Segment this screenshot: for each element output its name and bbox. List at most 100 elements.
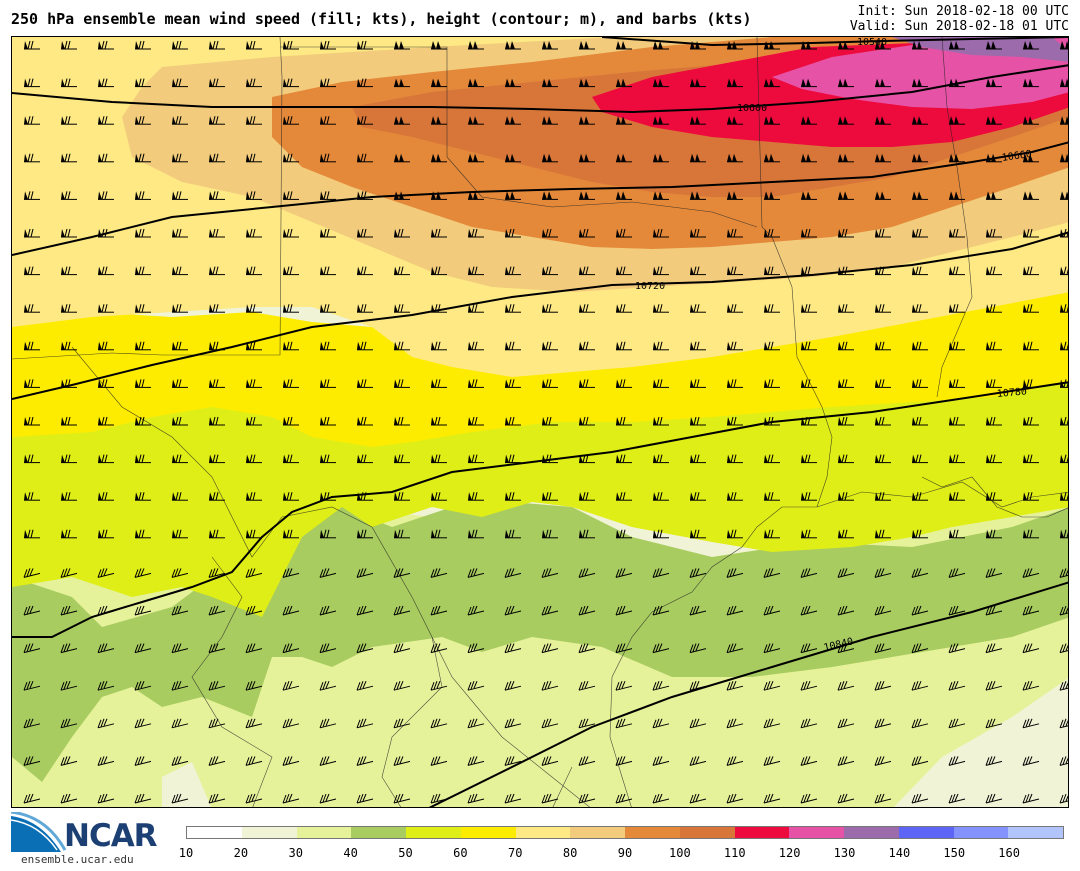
wind-barb bbox=[283, 304, 299, 313]
wind-barb bbox=[98, 529, 114, 539]
wind-barb bbox=[578, 756, 596, 766]
wind-barb bbox=[504, 681, 522, 691]
wind-barb bbox=[468, 454, 484, 464]
wind-barb bbox=[653, 153, 669, 163]
wind-barb bbox=[578, 718, 596, 729]
wind-barb bbox=[245, 756, 263, 766]
ncar-logo-icon bbox=[11, 812, 67, 852]
wind-barb bbox=[60, 793, 78, 804]
wind-barb bbox=[542, 41, 558, 50]
wind-barb bbox=[24, 529, 40, 539]
wind-barb bbox=[468, 266, 484, 276]
wind-barb bbox=[393, 718, 411, 729]
wind-barb bbox=[246, 416, 262, 426]
wind-barb bbox=[911, 793, 929, 804]
colorbar-tick-label: 40 bbox=[343, 846, 358, 860]
wind-barb bbox=[912, 228, 928, 238]
wind-barb bbox=[763, 643, 781, 654]
wind-barb bbox=[838, 78, 854, 88]
wind-barb bbox=[394, 228, 410, 238]
wind-barb bbox=[949, 78, 965, 88]
wind-barb bbox=[763, 681, 781, 691]
wind-barb bbox=[356, 756, 374, 766]
wind-barb bbox=[283, 153, 299, 163]
wind-barb bbox=[61, 304, 77, 313]
wind-barb bbox=[986, 341, 1002, 351]
wind-barb bbox=[838, 41, 854, 50]
wind-barb bbox=[875, 78, 891, 88]
contour-label-text: 10600 bbox=[737, 103, 767, 114]
wind-barb bbox=[948, 718, 966, 729]
wind-barb bbox=[800, 793, 818, 804]
wind-barb bbox=[468, 116, 484, 125]
init-time: Init: Sun 2018-02-18 00 UTC bbox=[857, 4, 1069, 19]
wind-barb bbox=[320, 116, 336, 125]
wind-barb bbox=[986, 266, 1002, 276]
wind-barb bbox=[394, 78, 410, 88]
wind-barb bbox=[172, 529, 188, 539]
wind-barb bbox=[764, 153, 780, 163]
wind-barb bbox=[1022, 643, 1040, 654]
wind-barb bbox=[801, 191, 817, 200]
wind-barb bbox=[468, 341, 484, 351]
wind-barb bbox=[690, 191, 706, 200]
wind-barb bbox=[1060, 266, 1068, 276]
wind-barb bbox=[800, 681, 818, 691]
colorbar-tick-label: 20 bbox=[233, 846, 249, 860]
wind-barb bbox=[134, 793, 152, 804]
wind-barb bbox=[764, 78, 780, 88]
wind-barb bbox=[542, 416, 558, 426]
wind-barb bbox=[1022, 605, 1040, 616]
wind-barb bbox=[837, 681, 855, 691]
colorbar-bin-120 bbox=[789, 827, 844, 838]
wind-barb bbox=[135, 228, 151, 238]
wind-barb bbox=[875, 41, 891, 50]
wind-barb bbox=[911, 643, 929, 654]
wind-barb bbox=[135, 454, 151, 464]
wind-barb bbox=[838, 304, 854, 313]
wind-barb bbox=[986, 304, 1002, 313]
wind-barb bbox=[764, 41, 780, 50]
wind-barb bbox=[615, 756, 633, 766]
wind-barb bbox=[615, 605, 633, 616]
wind-barb bbox=[505, 416, 521, 426]
wind-barb bbox=[690, 153, 706, 163]
wind-barb bbox=[245, 681, 263, 691]
wind-barb bbox=[541, 681, 559, 691]
wind-barb bbox=[875, 454, 891, 464]
wind-barb bbox=[727, 529, 743, 539]
wind-barb bbox=[134, 568, 152, 578]
wind-barb bbox=[652, 605, 670, 616]
wind-barb bbox=[616, 529, 632, 539]
wind-barb bbox=[653, 304, 669, 313]
wind-barb bbox=[431, 416, 447, 426]
wind-barb bbox=[874, 568, 892, 578]
wind-barb bbox=[800, 605, 818, 616]
wind-barb bbox=[356, 793, 374, 804]
wind-barb bbox=[690, 228, 706, 238]
wind-barb bbox=[911, 568, 929, 578]
wind-barb bbox=[800, 568, 818, 578]
wind-barb bbox=[135, 191, 151, 200]
wind-barb bbox=[246, 304, 262, 313]
wind-barb bbox=[986, 228, 1002, 238]
wind-barb bbox=[542, 379, 558, 388]
wind-barb bbox=[1060, 41, 1068, 50]
wind-barb bbox=[615, 718, 633, 729]
wind-barb bbox=[578, 793, 596, 804]
wind-barb bbox=[801, 529, 817, 539]
wind-barb bbox=[208, 681, 226, 691]
wind-barb bbox=[764, 191, 780, 200]
wind-barb bbox=[209, 529, 225, 539]
wind-barb bbox=[135, 529, 151, 539]
wind-barb bbox=[282, 643, 300, 654]
contour-label-text: 10720 bbox=[635, 281, 665, 292]
wind-barb bbox=[467, 756, 485, 766]
wind-barb bbox=[578, 568, 596, 578]
wind-barb bbox=[1023, 304, 1039, 313]
wind-barb bbox=[283, 78, 299, 88]
wind-barb bbox=[209, 153, 225, 163]
wind-barb bbox=[542, 153, 558, 163]
wind-barb bbox=[135, 341, 151, 351]
